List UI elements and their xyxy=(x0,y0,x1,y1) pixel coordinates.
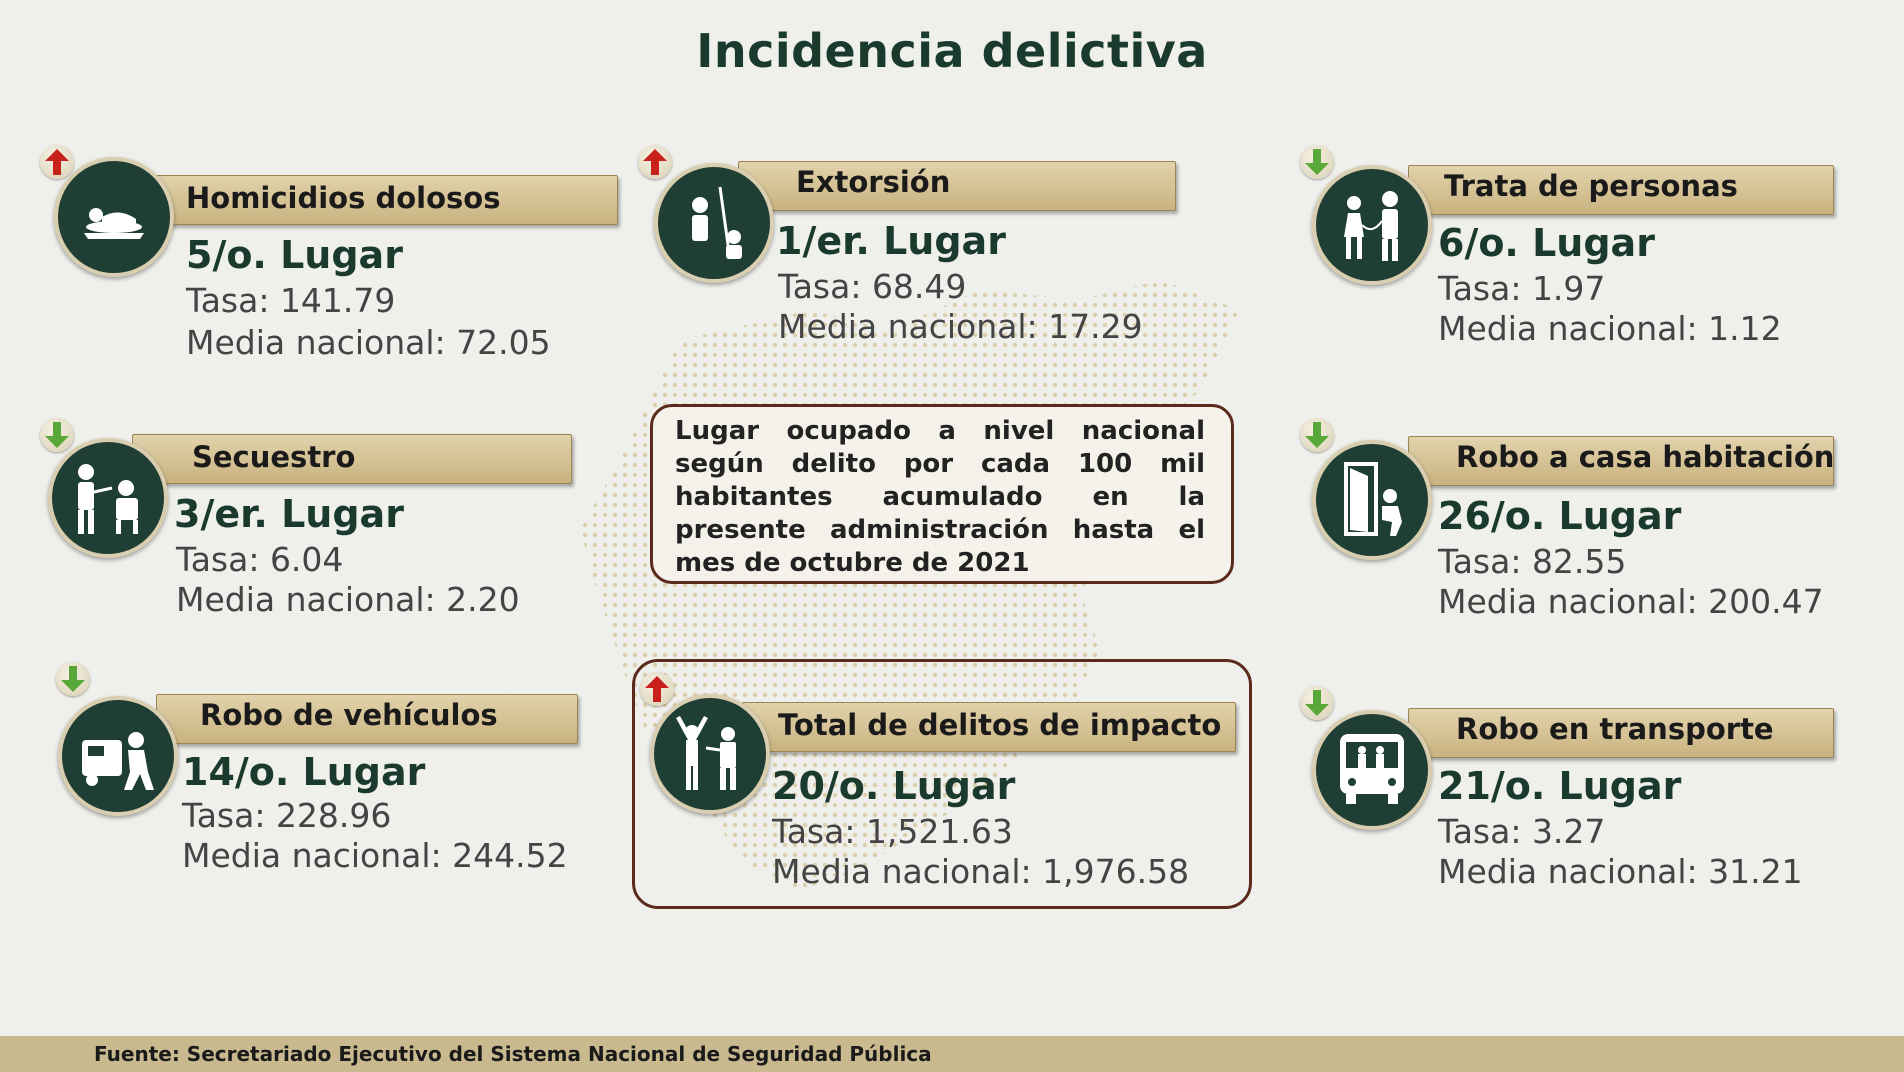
card-rate: Tasa: 1,521.63 xyxy=(772,812,1013,851)
card-label: Robo en transporte xyxy=(1456,712,1774,746)
trend-down-icon xyxy=(1300,418,1334,452)
card-label: Total de delitos de impacto xyxy=(778,708,1222,742)
info-text: Lugar ocupado a nivel nacional según del… xyxy=(675,416,1205,578)
body-icon xyxy=(54,157,174,277)
card-label: Robo de vehículos xyxy=(200,698,498,732)
card-mean: Media nacional: 244.52 xyxy=(182,836,568,875)
trend-down-icon xyxy=(40,418,74,452)
card-mean: Media nacional: 200.47 xyxy=(1438,582,1824,621)
card-robo-casa: Robo a casa habitación 26/o. Lugar Tasa:… xyxy=(1300,418,1868,638)
card-rate: Tasa: 6.04 xyxy=(176,540,344,579)
card-label: Trata de personas xyxy=(1444,169,1738,203)
kidnapping-icon xyxy=(48,438,168,558)
label-bar xyxy=(1408,436,1834,486)
label-bar xyxy=(156,694,578,744)
card-total: Total de delitos de impacto 20/o. Lugar … xyxy=(640,672,1236,892)
card-trata: Trata de personas 6/o. Lugar Tasa: 1.97 … xyxy=(1300,145,1868,365)
card-rate: Tasa: 228.96 xyxy=(182,796,392,835)
card-rank: 5/o. Lugar xyxy=(186,233,403,277)
card-rate: Tasa: 1.97 xyxy=(1438,269,1606,308)
card-label: Robo a casa habitación xyxy=(1456,440,1835,474)
card-mean: Media nacional: 17.29 xyxy=(778,307,1143,346)
card-rate: Tasa: 141.79 xyxy=(186,281,396,320)
card-label: Homicidios dolosos xyxy=(186,181,501,215)
bus-icon xyxy=(1312,710,1432,830)
label-bar xyxy=(132,434,572,484)
card-mean: Media nacional: 1.12 xyxy=(1438,309,1782,348)
source-note: Fuente: Secretariado Ejecutivo del Siste… xyxy=(94,1042,932,1066)
card-rank: 20/o. Lugar xyxy=(772,764,1016,808)
card-robo-vehiculos: Robo de vehículos 14/o. Lugar Tasa: 228.… xyxy=(56,662,616,882)
card-mean: Media nacional: 31.21 xyxy=(1438,852,1803,891)
card-mean: Media nacional: 2.20 xyxy=(176,580,520,619)
card-rank: 1/er. Lugar xyxy=(776,219,1006,263)
trend-down-icon xyxy=(1300,686,1334,720)
car-theft-icon xyxy=(58,696,178,816)
robbery-icon xyxy=(650,694,770,814)
card-mean: Media nacional: 72.05 xyxy=(186,323,551,362)
card-rank: 26/o. Lugar xyxy=(1438,494,1682,538)
card-rate: Tasa: 82.55 xyxy=(1438,542,1627,581)
trend-down-icon xyxy=(1300,145,1334,179)
card-rate: Tasa: 3.27 xyxy=(1438,812,1606,851)
label-bar xyxy=(742,702,1236,752)
card-secuestro: Secuestro 3/er. Lugar Tasa: 6.04 Media n… xyxy=(40,418,600,638)
card-robo-transporte: Robo en transporte 21/o. Lugar Tasa: 3.2… xyxy=(1300,686,1868,906)
label-bar xyxy=(1408,165,1834,215)
label-bar xyxy=(150,175,618,225)
page-title: Incidencia delictiva xyxy=(696,24,1208,78)
trend-up-icon xyxy=(40,145,74,179)
total-box xyxy=(632,659,1252,909)
card-homicidios: Homicidios dolosos 5/o. Lugar Tasa: 141.… xyxy=(40,145,618,365)
trend-up-icon xyxy=(638,145,672,179)
card-mean: Media nacional: 1,976.58 xyxy=(772,852,1190,891)
label-bar xyxy=(1408,708,1834,758)
card-rank: 21/o. Lugar xyxy=(1438,764,1682,808)
card-rank: 14/o. Lugar xyxy=(182,750,426,794)
card-label: Extorsión xyxy=(796,165,951,199)
trafficking-icon xyxy=(1312,165,1432,285)
card-rank: 3/er. Lugar xyxy=(174,492,404,536)
footer: Fuente: Secretariado Ejecutivo del Siste… xyxy=(0,1036,1904,1072)
phone-extortion-icon xyxy=(654,163,774,283)
card-extorsion: Extorsión 1/er. Lugar Tasa: 68.49 Media … xyxy=(638,145,1198,365)
info-box: Lugar ocupado a nivel nacional según del… xyxy=(650,404,1234,584)
burglary-icon xyxy=(1312,440,1432,560)
trend-up-icon xyxy=(640,672,674,706)
trend-down-icon xyxy=(56,662,90,696)
label-bar xyxy=(738,161,1176,211)
card-rate: Tasa: 68.49 xyxy=(778,267,967,306)
card-label: Secuestro xyxy=(192,440,356,474)
card-rank: 6/o. Lugar xyxy=(1438,221,1655,265)
